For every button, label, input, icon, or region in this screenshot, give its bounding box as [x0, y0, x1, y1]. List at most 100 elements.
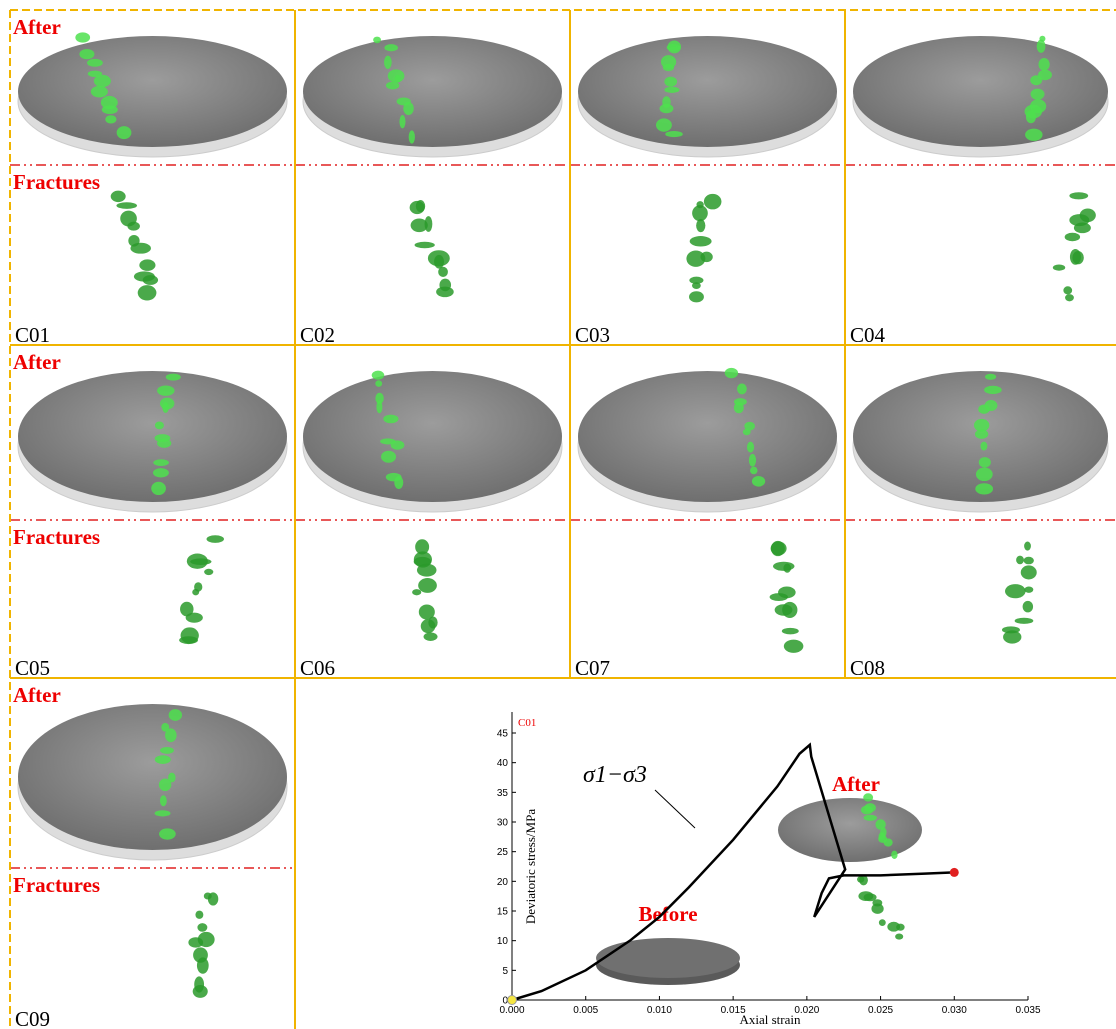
fracture-blob	[87, 59, 103, 67]
fracture-blob	[155, 755, 171, 764]
fracture-blob	[438, 267, 448, 277]
fracture-blob	[1021, 565, 1037, 579]
fracture-blob	[979, 457, 991, 467]
fracture-blob	[418, 578, 437, 593]
fracture-blob	[195, 911, 203, 919]
fracture-blob	[984, 386, 1002, 394]
fracture-blob	[861, 805, 873, 814]
fracture-blob	[403, 102, 413, 115]
panel: C06	[295, 371, 570, 680]
fracture-blob	[784, 640, 804, 653]
fracture-blob	[1016, 556, 1024, 565]
fracture-blob	[153, 459, 169, 466]
fracture-blob	[659, 104, 673, 113]
fracture-blob	[1025, 129, 1042, 141]
fracture-blob	[416, 200, 425, 212]
fracture-blob	[94, 75, 111, 87]
fracture-blob	[197, 923, 207, 932]
disc	[578, 371, 837, 502]
fracture-blob	[186, 613, 203, 623]
fracture-blob	[415, 242, 435, 248]
x-tick-label: 0.035	[1015, 1005, 1040, 1016]
fracture-blob	[138, 285, 157, 300]
fracture-blob	[153, 468, 169, 477]
fracture-blob	[159, 828, 176, 839]
panel: C07	[570, 368, 845, 680]
fractures-label: Fractures	[13, 170, 100, 194]
fracture-blob	[409, 130, 415, 143]
fracture-blob	[1053, 264, 1065, 270]
x-tick-label: 0.010	[647, 1005, 672, 1016]
x-tick-label: 0.030	[942, 1005, 967, 1016]
fractures-label: Fractures	[13, 873, 100, 897]
fracture-blob	[1005, 584, 1026, 598]
fracture-blob	[752, 476, 765, 487]
fracture-blob	[1065, 233, 1080, 241]
disc	[18, 36, 287, 147]
x-tick-label: 0.025	[868, 1005, 893, 1016]
y-tick-label: 5	[502, 966, 508, 977]
fracture-blob	[155, 421, 164, 429]
fracture-blob	[386, 82, 399, 90]
figure: AfterFracturesC01C02C03C04AfterFractures…	[0, 0, 1116, 1029]
after-label: After	[13, 15, 61, 39]
fracture-blob	[193, 985, 208, 998]
fracture-blob	[105, 115, 116, 123]
fracture-blob	[130, 243, 151, 254]
x-axis-label: Axial strain	[739, 1012, 801, 1027]
fracture-blob	[725, 368, 738, 378]
y-tick-label: 35	[497, 788, 509, 799]
sample-label: C04	[850, 323, 886, 347]
sample-label: C09	[15, 1007, 50, 1029]
fracture-blob	[399, 115, 405, 128]
fracture-blob	[864, 815, 877, 821]
fracture-blob	[384, 56, 392, 69]
fracture-blob	[162, 402, 169, 413]
fracture-blob	[102, 105, 118, 114]
inset-disc	[778, 798, 922, 862]
fracture-blob	[375, 380, 382, 387]
fracture-blob	[79, 49, 94, 59]
x-tick-label: 0.005	[573, 1005, 598, 1016]
fractures-label: Fractures	[13, 525, 100, 549]
disc	[18, 371, 287, 502]
fracture-blob	[782, 628, 799, 634]
fracture-blob	[157, 439, 171, 448]
fracture-blob	[1065, 294, 1074, 301]
fracture-blob	[425, 216, 433, 232]
fracture-blob	[160, 795, 167, 806]
sample-label: C06	[300, 656, 335, 680]
fracture-blob	[975, 429, 988, 438]
fracture-blob	[686, 250, 705, 266]
fracture-blob	[692, 282, 701, 289]
fracture-blob	[383, 415, 398, 424]
fracture-blob	[421, 619, 436, 633]
sample-label: C07	[575, 656, 610, 680]
fracture-blob	[985, 374, 996, 380]
fracture-blob	[895, 933, 903, 939]
fracture-blob	[663, 64, 674, 71]
fracture-blob	[664, 77, 677, 87]
fracture-blob	[197, 957, 209, 973]
fracture-blob	[896, 924, 904, 931]
y-tick-label: 25	[497, 847, 509, 858]
fracture-blob	[179, 636, 198, 644]
fracture-blob	[187, 554, 208, 569]
fracture-blob	[1023, 601, 1033, 613]
fracture-blob	[1026, 110, 1036, 123]
sample-label: C08	[850, 656, 885, 680]
sample-label: C02	[300, 323, 335, 347]
fracture-blob	[434, 255, 444, 269]
fracture-blob	[1037, 39, 1046, 52]
disc	[578, 36, 837, 147]
y-tick-label: 40	[497, 758, 509, 769]
fracture-blob	[871, 904, 883, 914]
fracture-blob	[376, 401, 382, 414]
panel: C02	[295, 36, 570, 347]
fracture-blob	[391, 440, 405, 449]
fracture-blob	[656, 118, 672, 131]
